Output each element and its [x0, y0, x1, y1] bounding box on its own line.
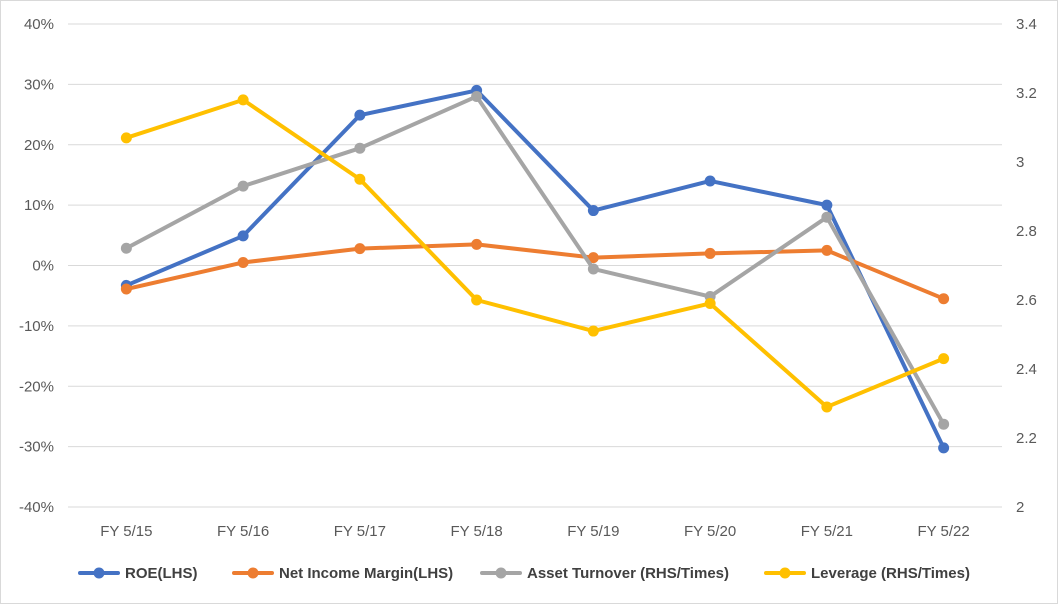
data-point	[587, 205, 599, 217]
legend-label: Net Income Margin(LHS)	[279, 565, 453, 582]
data-point	[237, 256, 249, 268]
data-point	[354, 109, 366, 121]
x-tick-label: FY 5/16	[217, 523, 269, 540]
right-tick-label: 2.4	[1016, 361, 1037, 378]
right-tick-label: 2	[1016, 499, 1024, 516]
left-tick-label: -20%	[19, 378, 54, 395]
data-point	[120, 242, 132, 254]
series-line-1	[124, 242, 946, 301]
series-lines	[120, 84, 950, 454]
x-tick-label: FY 5/20	[684, 523, 736, 540]
series-line-3	[124, 97, 946, 409]
legend-label: Asset Turnover (RHS/Times)	[527, 565, 729, 582]
data-point	[471, 294, 483, 306]
legend-swatch-marker	[779, 567, 791, 579]
data-point	[354, 173, 366, 185]
x-tick-label: FY 5/21	[801, 523, 853, 540]
data-point	[587, 252, 599, 264]
legend-swatch-marker	[247, 567, 259, 579]
left-tick-label: 40%	[24, 16, 54, 33]
data-point	[587, 325, 599, 337]
data-point	[938, 293, 950, 305]
data-point	[120, 283, 132, 295]
data-point	[821, 244, 833, 256]
x-tick-label: FY 5/17	[334, 523, 386, 540]
data-point	[237, 180, 249, 192]
data-point	[354, 243, 366, 255]
legend-label: Leverage (RHS/Times)	[811, 565, 970, 582]
left-tick-label: -10%	[19, 318, 54, 335]
data-point	[938, 353, 950, 365]
x-tick-label: FY 5/19	[567, 523, 619, 540]
right-tick-label: 3	[1016, 154, 1024, 171]
right-tick-label: 2.2	[1016, 430, 1037, 447]
series-line-0	[124, 88, 946, 450]
data-point	[821, 401, 833, 413]
series-line-2	[124, 94, 946, 427]
left-tick-label: -30%	[19, 439, 54, 456]
x-tick-label: FY 5/15	[100, 523, 152, 540]
data-point	[938, 418, 950, 430]
right-tick-label: 2.6	[1016, 292, 1037, 309]
data-point	[938, 442, 950, 454]
left-tick-label: -40%	[19, 499, 54, 516]
data-point	[821, 199, 833, 211]
legend-swatch-marker	[93, 567, 105, 579]
right-axis-ticks: 3.4 3.2 3 2.8 2.6 2.4 2.2 2	[1016, 16, 1037, 516]
data-point	[354, 142, 366, 154]
gridlines	[68, 23, 1002, 508]
right-tick-label: 2.8	[1016, 223, 1037, 240]
data-point	[821, 211, 833, 223]
x-axis-ticks: FY 5/15 FY 5/16 FY 5/17 FY 5/18 FY 5/19 FY 5/…	[100, 523, 970, 540]
left-tick-label: 0%	[32, 258, 54, 275]
legend-swatch-marker	[495, 567, 507, 579]
x-tick-label: FY 5/22	[917, 523, 969, 540]
legend-label: ROE(LHS)	[125, 565, 198, 582]
data-point	[237, 94, 249, 106]
left-axis-ticks: 40% 30% 20% 10% 0% -10% -20% -30% -40%	[19, 16, 54, 516]
left-tick-label: 30%	[24, 76, 54, 93]
data-point	[237, 230, 249, 242]
x-tick-label: FY 5/18	[450, 523, 502, 540]
data-point	[704, 175, 716, 187]
right-tick-label: 3.2	[1016, 85, 1037, 102]
left-tick-label: 10%	[24, 197, 54, 214]
data-point	[471, 238, 483, 250]
data-point	[471, 90, 483, 102]
legend: ROE(LHS) Net Income Margin(LHS) Asset Turn…	[78, 565, 970, 582]
right-tick-label: 3.4	[1016, 16, 1037, 33]
data-point	[587, 263, 599, 275]
left-tick-label: 20%	[24, 137, 54, 154]
data-point	[120, 132, 132, 144]
data-point	[704, 247, 716, 259]
data-point	[704, 297, 716, 309]
